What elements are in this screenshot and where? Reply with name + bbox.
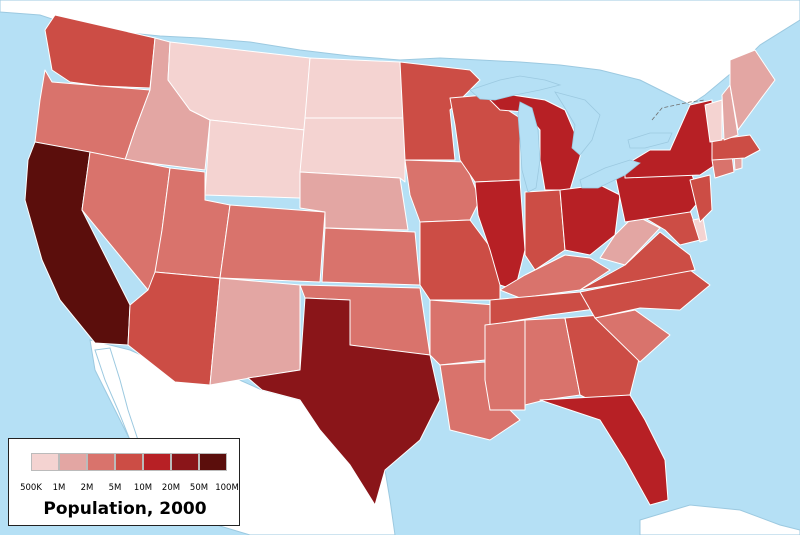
legend-tick-label: 50M: [189, 483, 209, 493]
state-new-mexico: [209, 277, 301, 386]
state-new-jersey: [689, 174, 713, 223]
lake-huron: [554, 91, 601, 156]
legend-swatch: [59, 453, 87, 471]
state-shapes: [24, 14, 776, 506]
lake-erie: [579, 159, 641, 189]
state-massachusetts: [711, 134, 761, 161]
legend-tick-label: 10M: [133, 483, 153, 493]
map-legend: 500K 1M 2M 5M 10M 20M 50M 100M Population, 2000: [8, 438, 240, 526]
legend-swatches: [31, 453, 227, 471]
state-vermont: [704, 99, 723, 143]
legend-title: Population, 2000: [43, 499, 207, 519]
legend-swatch: [115, 453, 143, 471]
state-new-york: [624, 99, 716, 179]
state-maine: [729, 49, 776, 131]
legend-tick-label: 20M: [161, 483, 181, 493]
legend-tick-labels: 500K 1M 2M 5M 10M 20M 50M 100M: [9, 483, 241, 497]
canada-border-east: [651, 99, 706, 121]
legend-tick-label: 5M: [108, 483, 122, 493]
legend-swatch: [31, 453, 59, 471]
state-texas: [247, 297, 441, 506]
legend-tick-label: 100M: [215, 483, 239, 493]
legend-swatch: [199, 453, 227, 471]
state-north-dakota: [304, 57, 406, 119]
lake-michigan: [517, 101, 541, 193]
lake-ontario: [627, 132, 673, 149]
state-indiana: [524, 189, 566, 271]
lake-superior: [469, 75, 562, 101]
state-florida: [539, 394, 669, 506]
caribbean-islands: [639, 504, 800, 535]
state-west-virginia: [599, 214, 661, 266]
legend-swatch: [87, 453, 115, 471]
state-arkansas: [429, 299, 496, 366]
legend-tick-label: 2M: [80, 483, 94, 493]
legend-swatch: [171, 453, 199, 471]
state-new-hampshire: [721, 84, 739, 141]
state-south-dakota: [299, 117, 406, 183]
state-alabama: [524, 317, 581, 406]
state-south-carolina: [594, 309, 671, 363]
legend-swatch: [143, 453, 171, 471]
state-colorado: [219, 204, 326, 283]
state-mississippi: [484, 319, 526, 411]
legend-tick-label: 1M: [52, 483, 66, 493]
state-kansas: [321, 227, 421, 286]
state-wyoming: [204, 119, 306, 199]
legend-tick-label: 500K: [20, 483, 42, 493]
state-michigan: [479, 89, 583, 191]
